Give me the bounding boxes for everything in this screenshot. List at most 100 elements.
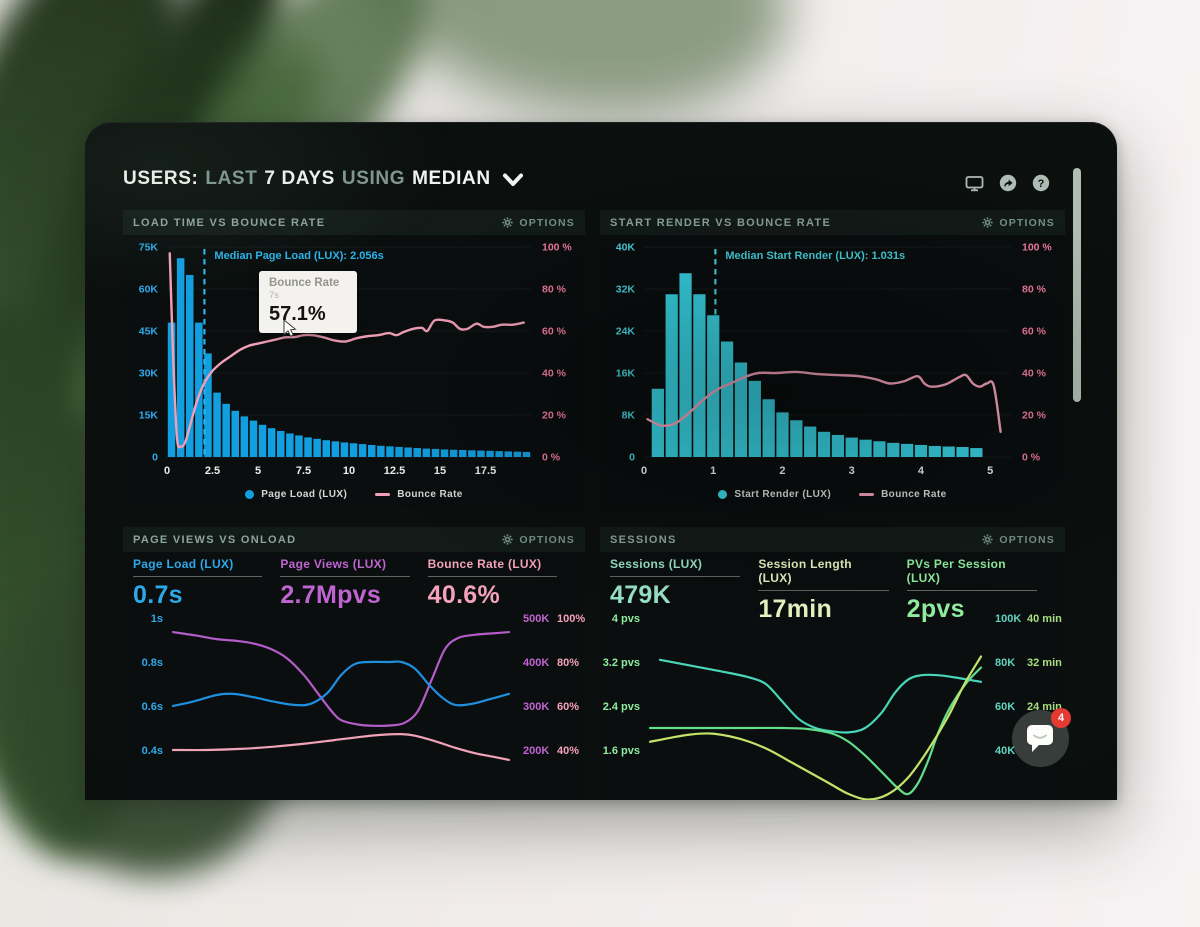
laptop-screen: USERS: LAST 7 DAYS USING MEDIAN ? xyxy=(85,122,1117,800)
panel-title: PAGE VIEWS VS ONLOAD xyxy=(133,533,297,546)
display-icon[interactable] xyxy=(965,175,984,192)
metric-pvs-per-session: PVs Per Session (LUX) 2pvs xyxy=(906,557,1055,623)
help-icon[interactable]: ? xyxy=(1032,174,1050,192)
svg-text:40 min: 40 min xyxy=(1027,613,1062,625)
svg-text:40K: 40K xyxy=(995,745,1015,757)
panel-title: START RENDER VS BOUNCE RATE xyxy=(610,216,832,229)
page-title: USERS: LAST 7 DAYS USING MEDIAN xyxy=(123,168,1077,190)
svg-text:20 %: 20 % xyxy=(542,410,567,422)
svg-text:30K: 30K xyxy=(139,368,159,380)
options-button[interactable]: OPTIONS xyxy=(982,217,1055,229)
svg-text:1: 1 xyxy=(710,465,716,477)
start-render-histogram-chart[interactable]: 40K 100 % 32K 80 % 24K 60 % 16K 40 % 8K 20 % 0 0 % 0… xyxy=(600,235,1065,481)
svg-text:15: 15 xyxy=(434,465,446,477)
metrics-row: Sessions (LUX) 479K Session Length (LUX)… xyxy=(600,552,1065,623)
panel-sessions: SESSIONS OPTIONS Sessions (LUX) 479K Ses… xyxy=(600,527,1065,800)
panel-start-render-vs-bounce-rate: START RENDER VS BOUNCE RATE OPTIONS 40K 1… xyxy=(600,210,1065,508)
svg-text:8K: 8K xyxy=(622,410,636,422)
svg-text:40%: 40% xyxy=(557,745,579,757)
svg-text:45K: 45K xyxy=(139,326,159,338)
panel-page-views-vs-onload: PAGE VIEWS VS ONLOAD OPTIONS Page Load (… xyxy=(123,527,585,800)
notification-badge: 4 xyxy=(1051,708,1071,728)
metric-page-load: Page Load (LUX) 0.7s xyxy=(133,557,280,610)
svg-text:0 %: 0 % xyxy=(1022,452,1041,464)
options-button[interactable]: OPTIONS xyxy=(502,217,575,229)
options-button[interactable]: OPTIONS xyxy=(982,534,1055,546)
tooltip-subtitle: 7s xyxy=(269,290,280,301)
svg-text:7.5: 7.5 xyxy=(296,465,311,477)
metric-session-length: Session Length (LUX) 17min xyxy=(758,557,906,623)
svg-text:300K: 300K xyxy=(523,701,549,713)
legend-swatch xyxy=(718,490,728,499)
options-button[interactable]: OPTIONS xyxy=(502,534,575,546)
legend-swatch xyxy=(375,493,391,496)
legend-item: Bounce Rate xyxy=(859,489,947,500)
legend-item: Start Render (LUX) xyxy=(718,489,831,500)
svg-text:400K: 400K xyxy=(523,657,549,669)
gear-icon xyxy=(982,217,993,228)
metric-value: 479K xyxy=(610,581,671,609)
chevron-down-icon[interactable] xyxy=(502,173,524,187)
svg-text:32 min: 32 min xyxy=(1027,657,1062,669)
svg-text:32K: 32K xyxy=(616,284,636,296)
metric-value: 0.7s xyxy=(133,581,183,609)
legend-item: Bounce Rate xyxy=(375,489,463,500)
svg-text:60 %: 60 % xyxy=(542,326,567,338)
gear-icon xyxy=(502,217,513,228)
svg-text:5: 5 xyxy=(987,465,993,477)
svg-text:100%: 100% xyxy=(557,613,585,625)
chart-legend: Start Render (LUX) Bounce Rate xyxy=(600,481,1065,508)
sessions-line-chart[interactable]: 4 pvs 100K 40 min 3.2 pvs 80K 32 min 2.4 pvs 60… xyxy=(600,610,1065,800)
dashboard-header: USERS: LAST 7 DAYS USING MEDIAN ? xyxy=(123,168,1077,198)
svg-text:100 %: 100 % xyxy=(1022,242,1052,254)
legend-item: Page Load (LUX) xyxy=(245,489,347,500)
svg-text:12.5: 12.5 xyxy=(384,465,405,477)
legend-swatch xyxy=(245,490,255,499)
metric-value: 2.7Mpvs xyxy=(280,581,382,609)
chart-legend: Page Load (LUX) Bounce Rate xyxy=(123,481,585,508)
svg-text:500K: 500K xyxy=(523,613,549,625)
svg-text:16K: 16K xyxy=(616,368,636,380)
svg-text:40K: 40K xyxy=(616,242,636,254)
share-icon[interactable] xyxy=(999,174,1017,192)
metric-value: 40.6% xyxy=(427,581,501,609)
tooltip-title: Bounce Rate xyxy=(269,277,340,289)
svg-text:10: 10 xyxy=(343,465,355,477)
svg-text:100 %: 100 % xyxy=(542,242,572,254)
svg-text:200K: 200K xyxy=(523,745,549,757)
panel-header: PAGE VIEWS VS ONLOAD OPTIONS xyxy=(123,527,585,552)
svg-text:Median Page Load (LUX): 2.056s: Median Page Load (LUX): 2.056s xyxy=(214,250,383,262)
svg-text:5: 5 xyxy=(255,465,261,477)
chat-bubble-icon xyxy=(1027,725,1053,752)
scrollbar[interactable] xyxy=(1073,168,1081,402)
svg-text:0: 0 xyxy=(641,465,647,477)
svg-text:1s: 1s xyxy=(151,613,163,625)
metrics-row: Page Load (LUX) 0.7s Page Views (LUX) 2.… xyxy=(123,552,585,610)
metric-page-views: Page Views (LUX) 2.7Mpvs xyxy=(280,557,427,610)
svg-text:60%: 60% xyxy=(557,701,579,713)
metric-bounce-rate: Bounce Rate (LUX) 40.6% xyxy=(427,557,575,610)
chat-button[interactable]: 4 xyxy=(1012,708,1071,767)
svg-text:4 pvs: 4 pvs xyxy=(612,613,640,625)
svg-text:80%: 80% xyxy=(557,657,579,669)
svg-text:24K: 24K xyxy=(616,326,636,338)
svg-text:60K: 60K xyxy=(139,284,159,296)
svg-text:0: 0 xyxy=(152,452,158,464)
svg-text:0: 0 xyxy=(164,465,170,477)
svg-text:0: 0 xyxy=(629,452,635,464)
panel-load-time-vs-bounce-rate: LOAD TIME VS BOUNCE RATE OPTIONS 75K 100 … xyxy=(123,210,585,508)
svg-text:4: 4 xyxy=(918,465,925,477)
metric-sessions: Sessions (LUX) 479K xyxy=(610,557,758,610)
svg-text:15K: 15K xyxy=(139,410,159,422)
svg-text:60K: 60K xyxy=(995,701,1015,713)
svg-text:80 %: 80 % xyxy=(542,284,567,296)
page-views-line-chart[interactable]: 1s 500K 100% 0.8s 400K 80% 0.6s 300K 60% 0.4s 200K… xyxy=(123,610,585,800)
window-toolbar: ? xyxy=(965,174,1050,192)
svg-text:100K: 100K xyxy=(995,613,1021,625)
title-segment: LAST xyxy=(205,168,258,189)
svg-text:40 %: 40 % xyxy=(542,368,567,380)
panel-header: START RENDER VS BOUNCE RATE OPTIONS xyxy=(600,210,1065,235)
svg-text:2.4 pvs: 2.4 pvs xyxy=(603,701,640,713)
svg-text:75K: 75K xyxy=(139,242,159,254)
title-segment: USERS: xyxy=(123,168,199,189)
